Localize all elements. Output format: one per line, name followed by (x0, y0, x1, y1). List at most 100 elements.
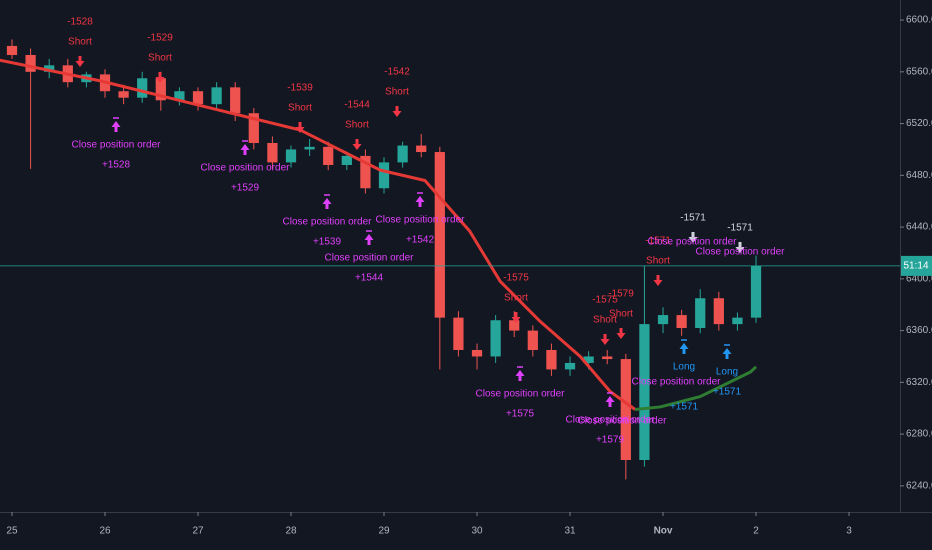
candle-body (118, 91, 129, 98)
x-tick-label: 2 (753, 526, 759, 537)
candle-body (695, 298, 706, 329)
annotation-text: Short (609, 309, 633, 320)
last-price-tag (901, 255, 932, 276)
y-tick-label: 6400.0 (906, 273, 932, 284)
annotation-text: Short (504, 293, 528, 304)
candle-body (155, 78, 166, 101)
candle-body (453, 317, 464, 351)
annotation-text: +1544 (355, 273, 384, 284)
candle-body (676, 315, 687, 329)
x-tick-label: 27 (192, 526, 204, 537)
candle-body (750, 265, 762, 318)
annotation-text: -1575 (592, 295, 618, 306)
x-tick-label: 25 (6, 526, 18, 537)
signal-arrow (364, 234, 374, 245)
x-tick-label: 29 (378, 526, 390, 537)
signal-arrow (155, 72, 165, 83)
y-tick-label: 6480.0 (906, 170, 932, 181)
y-tick-label: 6280.0 (906, 429, 932, 440)
signal-arrow (605, 396, 615, 407)
candle-body (137, 78, 148, 98)
candle-body (174, 91, 185, 101)
annotation-text: +1579 (596, 435, 625, 446)
annotation-text: Close position order (283, 217, 373, 228)
candle-body (639, 324, 650, 460)
annotation-text: -1575 (503, 273, 529, 284)
annotation-text: -1579 (608, 289, 634, 300)
candle-body (434, 152, 445, 318)
candle-body (713, 298, 724, 325)
signal-arrow (515, 370, 525, 381)
candle-body (564, 362, 576, 370)
annotation-text: Short (593, 315, 617, 326)
candle-body (527, 330, 538, 351)
x-tick-label: Nov (654, 526, 673, 537)
signal-arrow (511, 312, 521, 323)
signal-arrow (111, 121, 121, 132)
y-tick-label: 6520.0 (906, 118, 932, 129)
plot-area (0, 39, 762, 480)
candle-body (471, 350, 483, 357)
candle-body (602, 356, 613, 360)
signal-arrow (735, 242, 745, 253)
candle-body (378, 162, 390, 189)
annotation-text: Close position order (325, 253, 415, 264)
annotation-text: Short (288, 103, 312, 114)
candle-body (323, 146, 334, 165)
y-tick-label: 6320.0 (906, 377, 932, 388)
signal-arrow (295, 122, 305, 133)
annotation-text: Close position order (578, 416, 668, 427)
annotation-text: -1528 (67, 17, 93, 28)
signal-arrow (600, 334, 610, 345)
annotation-text: Close position order (632, 377, 722, 388)
candle-body (397, 145, 408, 163)
annotation-text: Close position order (648, 237, 738, 248)
candle-body (230, 87, 241, 114)
signal-arrow (392, 106, 402, 117)
candle-body (546, 350, 557, 370)
candle-body (192, 91, 204, 105)
annotation-text: Close position order (566, 415, 656, 426)
moving-average-line (0, 58, 637, 411)
annotation-text: -1539 (287, 83, 313, 94)
candle-body (304, 146, 315, 150)
x-tick-label: 30 (471, 526, 483, 537)
candle-body (285, 149, 297, 163)
y-tick-label: 6240.0 (906, 481, 932, 492)
annotation-text: -1571 (727, 223, 753, 234)
signal-arrow (415, 196, 425, 207)
annotation-text: Short (345, 120, 369, 131)
signal-arrow (352, 139, 362, 150)
candle-body (657, 315, 669, 325)
y-tick-label: 6600.0 (906, 15, 932, 26)
signal-arrow (616, 328, 626, 339)
annotation-text: +1542 (406, 235, 435, 246)
annotation-text: +1529 (231, 183, 260, 194)
annotation-text: -1542 (384, 67, 410, 78)
annotation-text: Short (646, 256, 670, 267)
annotation-text: +1528 (102, 160, 131, 171)
candle-body (490, 320, 501, 357)
x-tick-label: 28 (285, 526, 297, 537)
signal-arrow (688, 232, 698, 243)
candle-body (211, 87, 222, 105)
annotation-text: Long (716, 367, 738, 378)
annotation-text: Short (68, 37, 92, 48)
annotation-text: +1571 (713, 387, 742, 398)
candle-body (583, 356, 594, 363)
candle-body (341, 155, 352, 165)
y-tick-label: 6560.0 (906, 66, 932, 77)
candle-body (416, 145, 427, 153)
candle-body (44, 65, 55, 72)
signal-arrow (679, 343, 689, 354)
annotation-text: Close position order (696, 247, 786, 258)
countdown: 51:14 (903, 261, 928, 272)
annotation-text: Long (673, 362, 695, 373)
candle-body (620, 359, 631, 460)
annotation-text: +1571 (670, 402, 699, 413)
annotation-text: -1571 (680, 213, 706, 224)
candle-body (509, 320, 520, 331)
